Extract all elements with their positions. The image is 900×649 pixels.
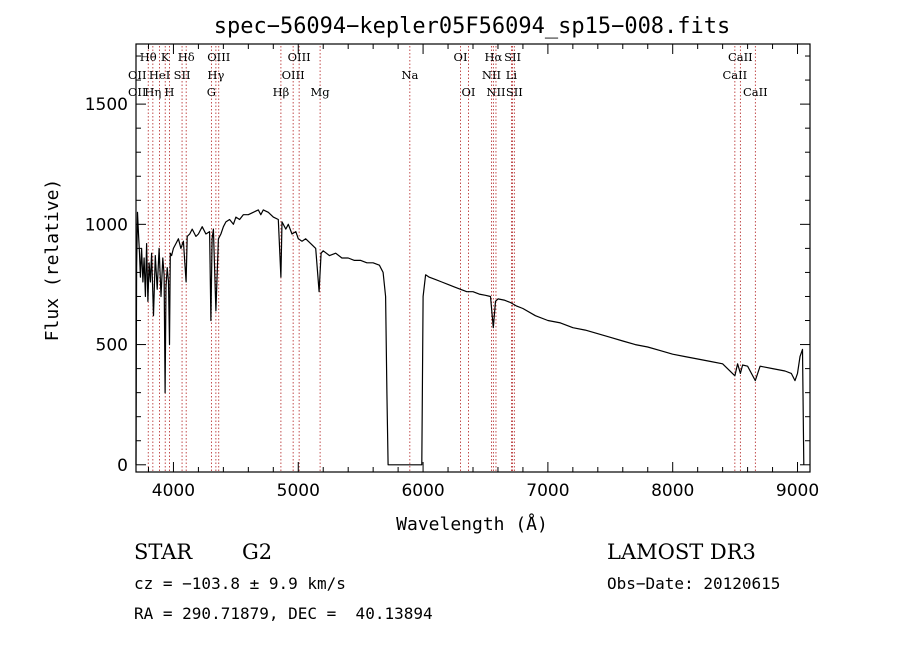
line-label: Hη [144, 85, 161, 99]
x-axis-label: Wavelength (Å) [396, 513, 548, 535]
line-label: CaII [728, 50, 753, 64]
line-label: Hβ [273, 85, 290, 99]
line-label: SII [504, 50, 521, 64]
line-label: Na [401, 68, 418, 82]
y-axis-label: Flux (relative) [42, 179, 63, 342]
spectrum-line [135, 209, 805, 466]
y-tick-label: 1500 [85, 95, 128, 115]
spectral-line-labels: HθHηHeIKHSIIHδGHγOIIIHβOIIIOIIIMgNaOIOIN… [128, 50, 768, 99]
x-tick-label: 8000 [651, 481, 694, 501]
line-label: Li [506, 68, 518, 82]
line-label: OI [462, 85, 476, 99]
line-label: OIII [282, 68, 305, 82]
redshift-readout: cz = −103.8 ± 9.9 km/s [134, 574, 346, 593]
line-label: OII [128, 68, 147, 82]
line-label: NII [482, 68, 501, 82]
x-tick-label: 5000 [277, 481, 320, 501]
line-label: SII [174, 68, 191, 82]
observation-date: Obs−Date: 20120615 [607, 574, 781, 593]
line-label: OIII [288, 50, 311, 64]
y-tick-label: 500 [96, 336, 128, 356]
chart-title: spec−56094−kepler05F56094_sp15−008.fits [214, 14, 731, 39]
x-tick-label: 7000 [526, 481, 569, 501]
line-label: K [161, 50, 170, 64]
line-label: HeI [149, 68, 170, 82]
line-label: CaII [722, 68, 747, 82]
spectral-line-markers [147, 46, 756, 472]
line-label: OIII [207, 50, 230, 64]
plot-frame [135, 43, 811, 473]
line-label: G [207, 85, 216, 99]
line-label: Hδ [178, 50, 195, 64]
line-label: Hα [484, 50, 502, 64]
object-class: STAR [134, 540, 193, 564]
line-label: OI [454, 50, 468, 64]
line-label: NII [486, 85, 505, 99]
line-label: SII [506, 85, 523, 99]
y-tick-label: 1000 [85, 215, 128, 235]
line-label: Hγ [207, 68, 224, 82]
line-label: H [164, 85, 174, 99]
line-label: Mg [311, 85, 331, 99]
object-subclass: G2 [242, 540, 273, 564]
x-tick-label: 4000 [152, 481, 195, 501]
coordinates-readout: RA = 290.71879, DEC = 40.13894 [134, 604, 433, 623]
x-tick-label: 6000 [401, 481, 444, 501]
line-label: Hθ [140, 50, 157, 64]
line-label: OII [128, 85, 147, 99]
y-tick-label: 0 [117, 456, 128, 476]
line-label: CaII [743, 85, 768, 99]
survey-name: LAMOST DR3 [607, 540, 756, 564]
y-axis: 0 500 1000 1500 [85, 55, 810, 476]
x-tick-label: 9000 [776, 481, 819, 501]
x-axis: 4000 5000 6000 7000 8000 9000 [147, 44, 819, 501]
